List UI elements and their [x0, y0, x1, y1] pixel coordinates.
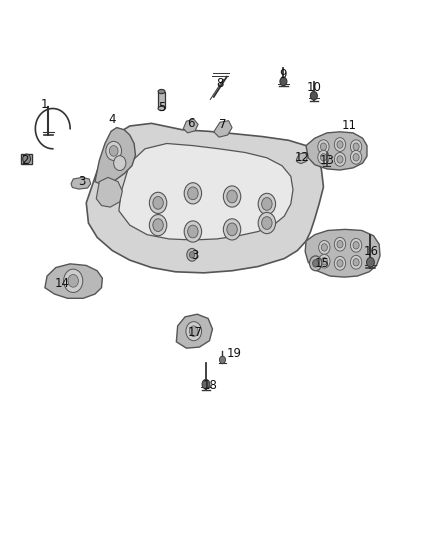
Circle shape: [186, 321, 201, 341]
Circle shape: [187, 225, 198, 238]
Circle shape: [261, 198, 272, 211]
Circle shape: [367, 257, 374, 267]
Circle shape: [319, 254, 330, 268]
Circle shape: [106, 141, 121, 160]
Polygon shape: [95, 127, 135, 186]
Polygon shape: [119, 143, 293, 240]
Polygon shape: [45, 264, 102, 298]
Circle shape: [337, 240, 343, 248]
Text: 13: 13: [319, 154, 334, 167]
Circle shape: [223, 186, 241, 207]
Circle shape: [350, 255, 362, 269]
Text: 9: 9: [279, 68, 287, 81]
Circle shape: [23, 154, 31, 164]
Circle shape: [219, 356, 226, 364]
Circle shape: [319, 240, 330, 254]
Circle shape: [258, 213, 276, 233]
Text: 16: 16: [364, 245, 379, 258]
Circle shape: [321, 257, 327, 265]
Circle shape: [280, 77, 287, 86]
Circle shape: [64, 269, 83, 293]
Polygon shape: [297, 152, 308, 164]
Circle shape: [187, 248, 197, 261]
Text: 7: 7: [219, 118, 226, 131]
Circle shape: [334, 237, 346, 251]
Circle shape: [350, 238, 362, 252]
Polygon shape: [96, 177, 122, 207]
Circle shape: [353, 241, 359, 249]
Circle shape: [189, 326, 198, 336]
Circle shape: [321, 143, 326, 150]
Circle shape: [202, 379, 210, 389]
Circle shape: [334, 138, 346, 151]
Text: 6: 6: [187, 117, 194, 130]
Circle shape: [149, 215, 167, 236]
Polygon shape: [306, 132, 367, 170]
Circle shape: [153, 197, 163, 209]
Text: 14: 14: [55, 277, 70, 290]
Ellipse shape: [158, 107, 165, 111]
Text: 1: 1: [41, 98, 49, 111]
Circle shape: [337, 156, 343, 163]
Circle shape: [353, 154, 359, 161]
Text: 2: 2: [21, 154, 29, 167]
Circle shape: [350, 150, 362, 164]
Bar: [21, 154, 32, 164]
Circle shape: [321, 244, 327, 251]
Text: 19: 19: [227, 348, 242, 360]
Polygon shape: [86, 123, 323, 273]
Text: 3: 3: [191, 249, 199, 262]
Circle shape: [68, 274, 78, 287]
Circle shape: [310, 256, 322, 271]
Ellipse shape: [158, 90, 165, 94]
Circle shape: [321, 154, 326, 161]
Circle shape: [350, 140, 362, 154]
Circle shape: [184, 183, 201, 204]
Bar: [158, 92, 165, 109]
Polygon shape: [305, 229, 380, 277]
Polygon shape: [184, 119, 198, 133]
Polygon shape: [71, 177, 91, 189]
Circle shape: [337, 141, 343, 148]
Circle shape: [114, 156, 126, 171]
Circle shape: [318, 150, 329, 164]
Circle shape: [313, 260, 319, 267]
Text: 10: 10: [307, 81, 321, 94]
Text: 15: 15: [315, 257, 330, 270]
Circle shape: [189, 252, 194, 258]
Circle shape: [223, 219, 241, 240]
Circle shape: [258, 193, 276, 215]
Circle shape: [187, 187, 198, 200]
Circle shape: [334, 256, 346, 270]
Circle shape: [337, 260, 343, 267]
Circle shape: [318, 140, 329, 154]
Circle shape: [227, 190, 237, 203]
Polygon shape: [214, 120, 232, 137]
Circle shape: [334, 152, 346, 166]
Text: 4: 4: [109, 112, 116, 126]
Text: 12: 12: [295, 151, 310, 164]
Polygon shape: [177, 314, 212, 348]
Text: 5: 5: [158, 101, 165, 114]
Text: 11: 11: [342, 119, 357, 133]
Circle shape: [353, 259, 359, 266]
Circle shape: [149, 192, 167, 214]
Circle shape: [227, 223, 237, 236]
Text: 18: 18: [203, 379, 218, 392]
Circle shape: [184, 221, 201, 242]
Circle shape: [110, 146, 118, 156]
Circle shape: [261, 216, 272, 229]
Circle shape: [353, 143, 359, 150]
Circle shape: [153, 219, 163, 231]
Circle shape: [311, 92, 318, 100]
Text: 17: 17: [187, 326, 202, 340]
Text: 8: 8: [216, 77, 223, 90]
Text: 3: 3: [78, 175, 85, 188]
